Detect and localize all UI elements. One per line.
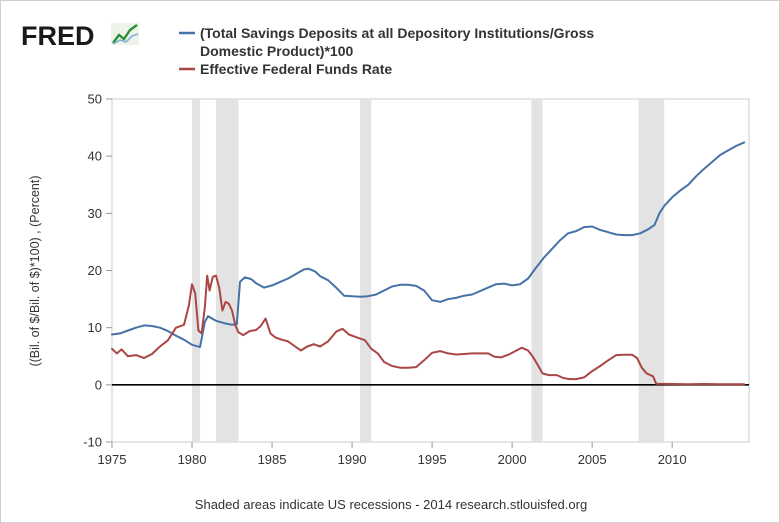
y-tick-label: 20 [88, 263, 102, 278]
legend: (Total Savings Deposits at all Depositor… [179, 25, 594, 77]
x-tick-label: 1975 [98, 452, 127, 467]
x-tick-label: 2000 [498, 452, 527, 467]
recession-band-1 [216, 99, 239, 442]
x-tick-label: 1980 [178, 452, 207, 467]
recession-band-2 [360, 99, 372, 442]
legend-label-savings-line2: Domestic Product)*100 [200, 43, 353, 59]
legend-label-fedfunds: Effective Federal Funds Rate [200, 61, 392, 77]
axis-ticks: -10 0 10 20 30 40 50 1975 1980 1985 1990 1995 2000 20… [83, 92, 686, 468]
recession-footnote: Shaded areas indicate US recessions - 20… [195, 497, 587, 512]
line-chart-icon [111, 23, 139, 45]
series-lines [111, 141, 746, 386]
x-tick-label: 1995 [418, 452, 447, 467]
recession-band-3 [531, 99, 543, 442]
x-tick-label: 2010 [658, 452, 687, 467]
x-tick-label: 1990 [338, 452, 367, 467]
fred-logo: FRED [21, 21, 139, 51]
fred-logo-text: FRED [21, 21, 95, 51]
recession-band-0 [192, 99, 201, 442]
y-tick-label: 50 [88, 92, 102, 107]
y-axis-title: ((Bil. of $/Bil. of $)*100) , (Percent) [28, 175, 42, 366]
y-tick-label: 0 [95, 377, 102, 392]
recession-band-4 [638, 99, 665, 442]
x-tick-label: 2005 [578, 452, 607, 467]
series-line-fedfunds [111, 274, 746, 386]
y-tick-label: -10 [83, 435, 102, 450]
y-tick-label: 30 [88, 206, 102, 221]
y-tick-label: 40 [88, 149, 102, 164]
legend-label-savings-line1: (Total Savings Deposits at all Depositor… [200, 25, 594, 41]
x-tick-label: 1985 [258, 452, 287, 467]
y-tick-label: 10 [88, 320, 102, 335]
series-line-savings [111, 141, 746, 349]
